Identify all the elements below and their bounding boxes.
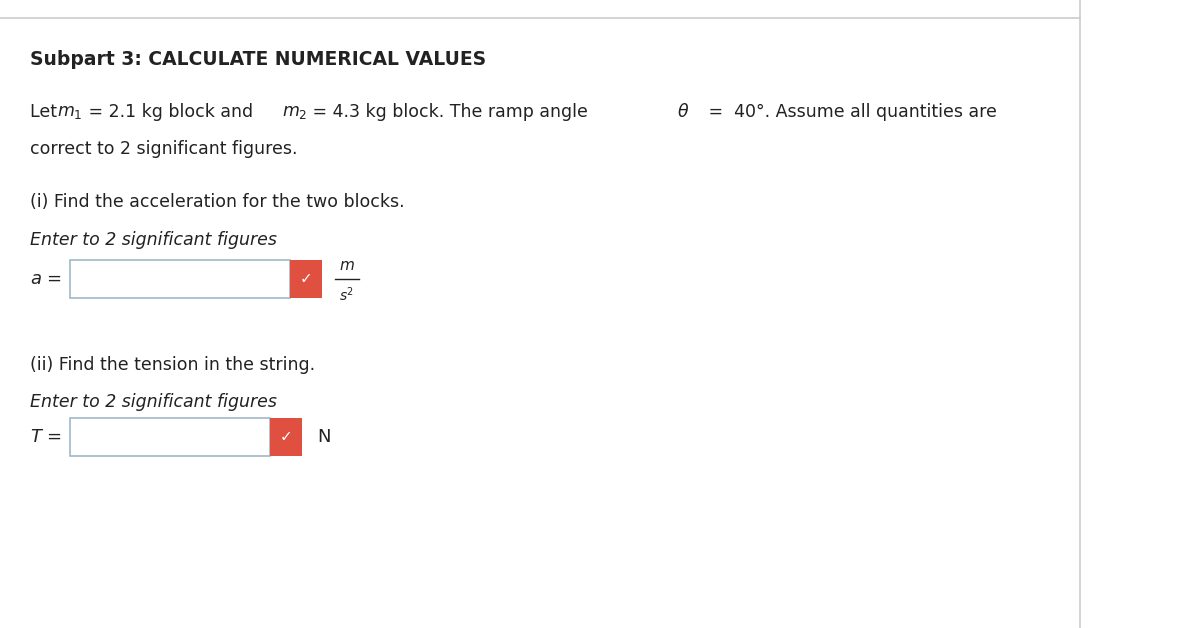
Text: ✓: ✓ [280, 430, 293, 445]
Text: correct to 2 significant figures.: correct to 2 significant figures. [30, 140, 298, 158]
Text: $a$ =: $a$ = [30, 270, 62, 288]
Text: ✓: ✓ [300, 271, 312, 286]
Text: (i) Find the acceleration for the two blocks.: (i) Find the acceleration for the two bl… [30, 193, 404, 211]
Text: Let: Let [30, 103, 62, 121]
Text: $T$ =: $T$ = [30, 428, 62, 446]
Text: $s^2$: $s^2$ [340, 285, 354, 303]
FancyBboxPatch shape [70, 418, 270, 456]
FancyBboxPatch shape [290, 260, 322, 298]
Text: $m$: $m$ [340, 258, 355, 273]
Text: Enter to 2 significant figures: Enter to 2 significant figures [30, 393, 277, 411]
FancyBboxPatch shape [270, 418, 302, 456]
Text: =  40°. Assume all quantities are: = 40°. Assume all quantities are [703, 103, 997, 121]
Text: = 2.1 kg block and: = 2.1 kg block and [83, 103, 259, 121]
Text: N: N [317, 428, 330, 446]
Text: $m_2$: $m_2$ [282, 103, 307, 121]
Text: $\theta$: $\theta$ [677, 103, 689, 121]
Text: Subpart 3: CALCULATE NUMERICAL VALUES: Subpart 3: CALCULATE NUMERICAL VALUES [30, 50, 486, 69]
Text: = 4.3 kg block. The ramp angle: = 4.3 kg block. The ramp angle [307, 103, 593, 121]
FancyBboxPatch shape [70, 260, 290, 298]
Text: $m_1$: $m_1$ [58, 103, 83, 121]
Text: Enter to 2 significant figures: Enter to 2 significant figures [30, 231, 277, 249]
Text: (ii) Find the tension in the string.: (ii) Find the tension in the string. [30, 356, 316, 374]
